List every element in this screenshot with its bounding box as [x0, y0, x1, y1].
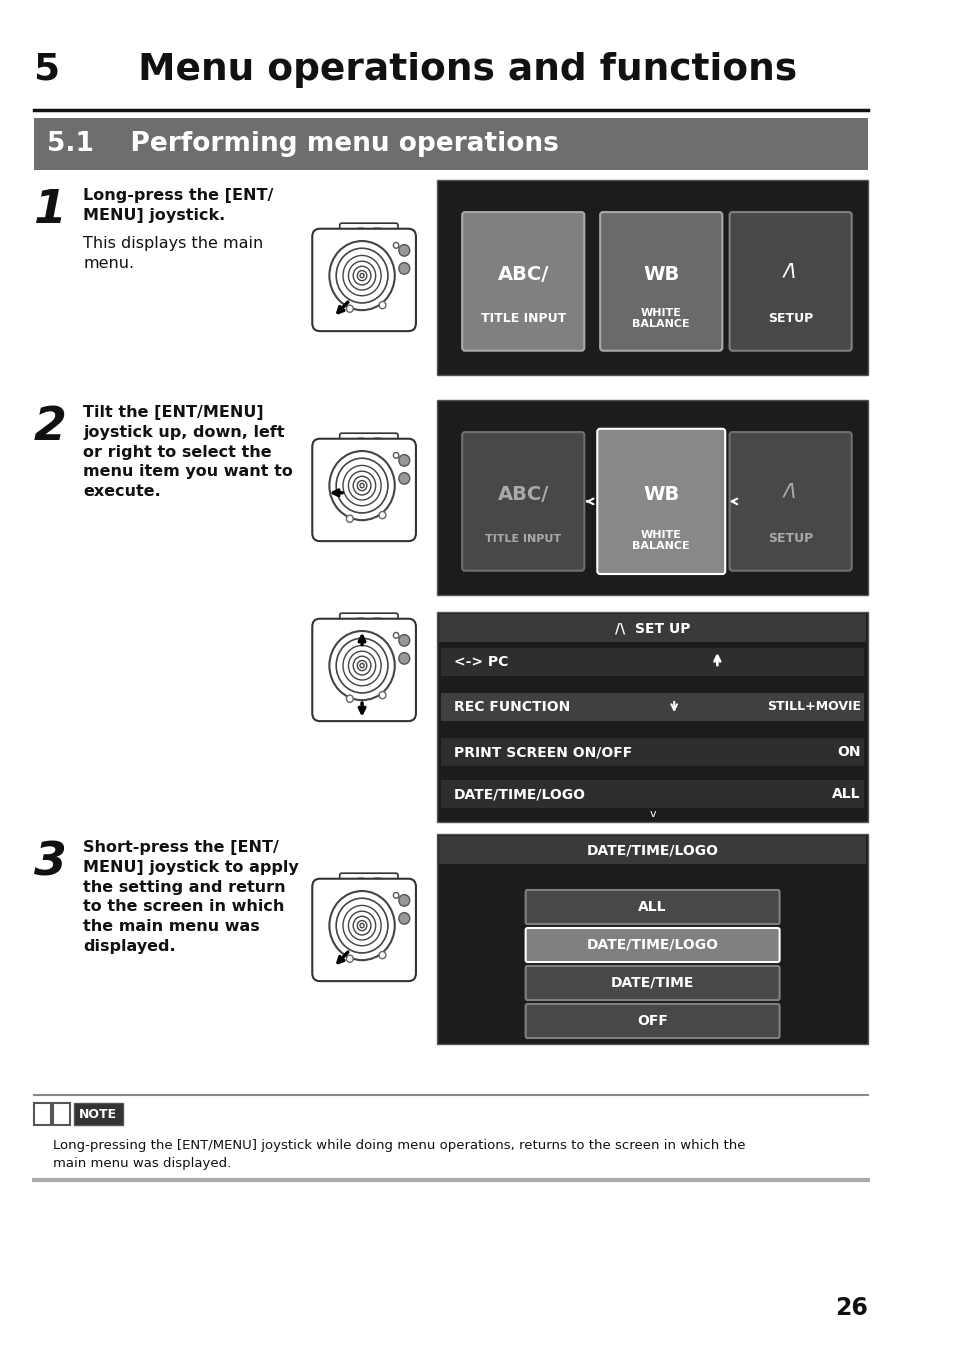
- FancyBboxPatch shape: [339, 873, 397, 888]
- FancyBboxPatch shape: [312, 619, 416, 721]
- Text: /\  SET UP: /\ SET UP: [615, 621, 690, 635]
- FancyBboxPatch shape: [525, 965, 779, 1000]
- FancyBboxPatch shape: [440, 694, 863, 721]
- Text: WB: WB: [642, 485, 679, 504]
- Text: PRINT SCREEN ON/OFF: PRINT SCREEN ON/OFF: [454, 745, 632, 758]
- Text: REC FUNCTION: REC FUNCTION: [454, 700, 570, 714]
- FancyBboxPatch shape: [599, 212, 721, 350]
- Circle shape: [398, 454, 409, 466]
- FancyBboxPatch shape: [461, 212, 583, 350]
- Circle shape: [346, 515, 353, 522]
- Circle shape: [346, 306, 353, 312]
- Text: WHITE
BALANCE: WHITE BALANCE: [632, 530, 689, 552]
- Text: <-> PC: <-> PC: [454, 654, 508, 669]
- FancyBboxPatch shape: [53, 1103, 70, 1125]
- Text: ABC/: ABC/: [497, 265, 548, 284]
- Circle shape: [378, 511, 386, 519]
- Circle shape: [393, 242, 398, 249]
- FancyBboxPatch shape: [440, 780, 863, 808]
- Text: 2: 2: [34, 406, 67, 450]
- Circle shape: [346, 955, 353, 963]
- Text: 1: 1: [34, 188, 67, 233]
- FancyBboxPatch shape: [729, 212, 851, 350]
- Text: /\: /\: [783, 481, 797, 500]
- Text: TITLE INPUT: TITLE INPUT: [485, 534, 560, 544]
- FancyBboxPatch shape: [438, 614, 865, 642]
- FancyBboxPatch shape: [339, 433, 397, 449]
- FancyBboxPatch shape: [525, 890, 779, 923]
- Text: ALL: ALL: [831, 787, 860, 800]
- FancyBboxPatch shape: [312, 879, 416, 982]
- FancyBboxPatch shape: [357, 437, 363, 445]
- Text: /\: /\: [783, 262, 797, 280]
- Text: STILL+MOVIE: STILL+MOVIE: [766, 700, 860, 714]
- FancyBboxPatch shape: [374, 437, 379, 445]
- FancyBboxPatch shape: [34, 118, 867, 170]
- Text: OFF: OFF: [637, 1014, 667, 1028]
- Text: 5      Menu operations and functions: 5 Menu operations and functions: [34, 51, 797, 88]
- Text: WB: WB: [642, 265, 679, 284]
- FancyBboxPatch shape: [525, 1005, 779, 1038]
- Circle shape: [378, 952, 386, 959]
- Text: Long-pressing the [ENT/MENU] joystick while doing menu operations, returns to th: Long-pressing the [ENT/MENU] joystick wh…: [53, 1138, 744, 1169]
- FancyBboxPatch shape: [436, 834, 867, 1044]
- FancyBboxPatch shape: [73, 1103, 123, 1125]
- Text: 3: 3: [34, 840, 67, 886]
- Text: WHITE
BALANCE: WHITE BALANCE: [632, 308, 689, 330]
- FancyBboxPatch shape: [357, 227, 363, 235]
- FancyBboxPatch shape: [525, 927, 779, 963]
- Text: ALL: ALL: [638, 900, 666, 914]
- Text: This displays the main
menu.: This displays the main menu.: [83, 237, 263, 270]
- Circle shape: [398, 634, 409, 646]
- Circle shape: [398, 913, 409, 925]
- Circle shape: [378, 691, 386, 699]
- FancyBboxPatch shape: [357, 617, 363, 625]
- FancyBboxPatch shape: [440, 738, 863, 767]
- FancyBboxPatch shape: [374, 617, 379, 625]
- Text: 26: 26: [835, 1297, 867, 1320]
- FancyBboxPatch shape: [34, 1103, 51, 1125]
- Text: TITLE INPUT: TITLE INPUT: [480, 312, 565, 324]
- Text: ON: ON: [837, 745, 860, 758]
- FancyBboxPatch shape: [729, 433, 851, 571]
- Circle shape: [398, 473, 409, 484]
- Text: Long-press the [ENT/
MENU] joystick.: Long-press the [ENT/ MENU] joystick.: [83, 188, 274, 223]
- Text: 5.1    Performing menu operations: 5.1 Performing menu operations: [48, 131, 558, 157]
- Text: SETUP: SETUP: [767, 312, 812, 324]
- FancyBboxPatch shape: [339, 223, 397, 239]
- Text: DATE/TIME/LOGO: DATE/TIME/LOGO: [454, 787, 585, 800]
- Circle shape: [393, 453, 398, 458]
- Circle shape: [398, 653, 409, 664]
- FancyBboxPatch shape: [597, 429, 724, 575]
- FancyBboxPatch shape: [357, 876, 363, 886]
- FancyBboxPatch shape: [312, 228, 416, 331]
- FancyBboxPatch shape: [436, 400, 867, 595]
- Text: DATE/TIME: DATE/TIME: [610, 976, 694, 990]
- Text: ABC/: ABC/: [497, 485, 548, 504]
- Text: SETUP: SETUP: [767, 533, 812, 545]
- FancyBboxPatch shape: [312, 438, 416, 541]
- Circle shape: [398, 245, 409, 256]
- Text: v: v: [649, 808, 656, 819]
- Circle shape: [393, 633, 398, 638]
- FancyBboxPatch shape: [339, 614, 397, 629]
- FancyBboxPatch shape: [374, 876, 379, 886]
- FancyBboxPatch shape: [440, 648, 863, 676]
- Text: NOTE: NOTE: [79, 1107, 117, 1121]
- Text: Short-press the [ENT/
MENU] joystick to apply
the setting and return
to the scre: Short-press the [ENT/ MENU] joystick to …: [83, 840, 298, 955]
- Text: Tilt the [ENT/MENU]
joystick up, down, left
or right to select the
menu item you: Tilt the [ENT/MENU] joystick up, down, l…: [83, 406, 293, 499]
- Circle shape: [393, 892, 398, 898]
- Text: DATE/TIME/LOGO: DATE/TIME/LOGO: [586, 938, 718, 952]
- FancyBboxPatch shape: [436, 612, 867, 822]
- FancyBboxPatch shape: [436, 180, 867, 375]
- FancyBboxPatch shape: [374, 227, 379, 235]
- FancyBboxPatch shape: [438, 836, 865, 864]
- FancyBboxPatch shape: [461, 433, 583, 571]
- Circle shape: [398, 262, 409, 274]
- Circle shape: [378, 301, 386, 308]
- Circle shape: [346, 695, 353, 702]
- Circle shape: [398, 895, 409, 906]
- Text: DATE/TIME/LOGO: DATE/TIME/LOGO: [586, 844, 718, 857]
